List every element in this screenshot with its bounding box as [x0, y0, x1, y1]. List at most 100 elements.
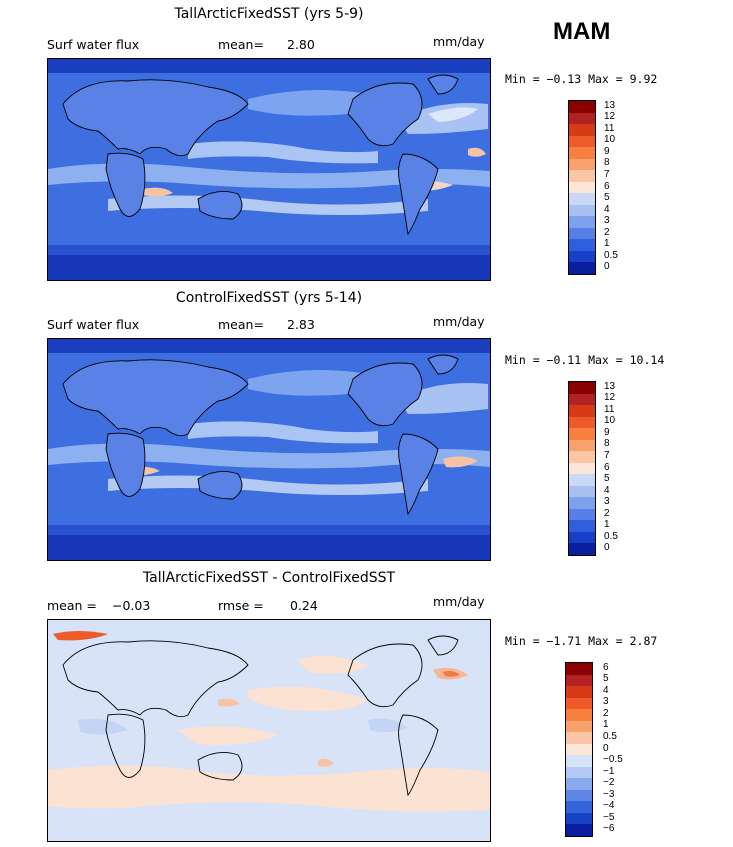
- colorbar-tick-label: 0.5: [604, 530, 618, 542]
- colorbar-swatch: [566, 789, 592, 802]
- panel3-map: [47, 619, 491, 842]
- colorbar-tick-label: 1: [604, 238, 610, 250]
- colorbar-swatch: [569, 239, 595, 251]
- colorbar-swatch: [569, 439, 595, 452]
- panel2-title: ControlFixedSST (yrs 5-14): [175, 290, 363, 306]
- colorbar-swatch: [566, 697, 592, 710]
- colorbar-swatch: [566, 709, 592, 721]
- colorbar-tick-label: 11: [604, 122, 615, 134]
- colorbar-swatch: [566, 766, 592, 779]
- colorbar-tick-label: 3: [604, 215, 610, 227]
- panel3-title: TallArcticFixedSST - ControlFixedSST: [142, 570, 396, 586]
- colorbar-swatch: [566, 824, 592, 836]
- colorbar-swatch: [569, 135, 595, 148]
- panel3-mean-label: mean =: [47, 598, 97, 613]
- colorbar-tick-label: 8: [604, 157, 610, 169]
- colorbar-swatch: [566, 674, 592, 687]
- colorbar-tick-label: 12: [604, 111, 616, 123]
- colorbar-tick-label: 10: [604, 134, 616, 146]
- colorbar-tick-label: 0.5: [604, 249, 618, 261]
- colorbar-tick-label: 9: [604, 145, 610, 157]
- colorbar-swatch: [569, 543, 595, 555]
- colorbar-swatch: [569, 147, 595, 159]
- colorbar-swatch: [569, 204, 595, 217]
- colorbar-tick-label: 2: [603, 707, 609, 719]
- colorbar-swatch: [566, 663, 592, 675]
- panel1-field-label: Surf water flux: [47, 37, 140, 52]
- colorbar-swatch: [569, 474, 595, 486]
- colorbar-swatch: [569, 227, 595, 240]
- colorbar-swatch: [566, 686, 592, 698]
- colorbar-swatch: [569, 193, 595, 205]
- panel1-colorbar: [568, 100, 596, 275]
- colorbar-swatch: [569, 170, 595, 182]
- colorbar-tick-label: 9: [604, 426, 610, 438]
- colorbar-swatch: [566, 755, 592, 767]
- panel3-mean-value: −0.03: [112, 598, 151, 613]
- colorbar-tick-label: 0: [603, 742, 609, 754]
- panel1-map: [47, 58, 491, 281]
- panel3-units: mm/day: [433, 594, 485, 609]
- panel2-colorbar-labels: 13 12 11 10 9 8 7 6 5 4 3 2 1 0.5 0: [604, 381, 634, 556]
- colorbar-tick-label: 4: [604, 484, 610, 496]
- panel1-colorbar-labels: 13 12 11 10 9 8 7 6 5 4 3 2 1 0.5 0: [604, 100, 634, 275]
- colorbar-tick-label: 1: [603, 719, 609, 731]
- panel3-rmse-value: 0.24: [290, 598, 318, 613]
- panel2-units: mm/day: [433, 314, 485, 329]
- colorbar-swatch: [569, 181, 595, 194]
- colorbar-swatch: [569, 250, 595, 263]
- panel3-minmax: Min = −1.71 Max = 2.87: [505, 634, 658, 648]
- colorbar-tick-label: −2: [603, 777, 615, 789]
- panel2-mean-label: mean=: [218, 317, 264, 332]
- colorbar-swatch: [569, 216, 595, 228]
- colorbar-tick-label: 2: [604, 507, 610, 519]
- colorbar-swatch: [569, 405, 595, 417]
- panel2-minmax: Min = −0.11 Max = 10.14: [505, 353, 665, 367]
- colorbar-swatch: [569, 101, 595, 113]
- colorbar-swatch: [569, 497, 595, 509]
- colorbar-swatch: [566, 732, 592, 744]
- colorbar-tick-label: 12: [604, 392, 616, 404]
- colorbar-tick-label: 6: [604, 461, 610, 473]
- colorbar-tick-label: 3: [604, 496, 610, 508]
- panel3-colorbar: [565, 662, 593, 837]
- colorbar-tick-label: 10: [604, 415, 616, 427]
- colorbar-swatch: [569, 462, 595, 475]
- colorbar-tick-label: 2: [604, 226, 610, 238]
- colorbar-tick-label: 5: [604, 192, 610, 204]
- panel1-units: mm/day: [433, 34, 485, 49]
- panel2-field-label: Surf water flux: [47, 317, 140, 332]
- season-label: MAM: [553, 18, 611, 45]
- panel1-title: TallArcticFixedSST (yrs 5-9): [174, 6, 364, 22]
- colorbar-tick-label: 8: [604, 438, 610, 450]
- colorbar-swatch: [569, 520, 595, 532]
- panel2-colorbar: [568, 381, 596, 556]
- colorbar-tick-label: 6: [603, 661, 609, 673]
- colorbar-swatch: [566, 778, 592, 790]
- colorbar-swatch: [566, 801, 592, 813]
- colorbar-tick-label: −6: [603, 823, 615, 835]
- colorbar-swatch: [566, 812, 592, 825]
- panel3-colorbar-labels: 6 5 4 3 2 1 0.5 0 −0.5 −1 −2 −3 −4 −5 −6: [603, 662, 637, 837]
- colorbar-tick-label: 3: [603, 696, 609, 708]
- colorbar-swatch: [566, 743, 592, 756]
- colorbar-tick-label: 0.5: [603, 730, 617, 742]
- colorbar-swatch: [569, 428, 595, 440]
- colorbar-tick-label: 11: [604, 403, 615, 415]
- colorbar-tick-label: 6: [604, 180, 610, 192]
- colorbar-tick-label: 0: [604, 261, 610, 273]
- colorbar-tick-label: 7: [604, 168, 610, 180]
- colorbar-tick-label: 7: [604, 449, 610, 461]
- colorbar-swatch: [569, 112, 595, 125]
- colorbar-tick-label: 0: [604, 542, 610, 554]
- colorbar-swatch: [569, 485, 595, 498]
- colorbar-tick-label: −1: [603, 765, 615, 777]
- colorbar-swatch: [569, 382, 595, 394]
- colorbar-tick-label: 5: [603, 673, 609, 685]
- panel2-map: [47, 338, 491, 561]
- panel2-mean-value: 2.83: [287, 317, 315, 332]
- colorbar-tick-label: 4: [603, 684, 609, 696]
- panel3-rmse-label: rmse =: [218, 598, 264, 613]
- colorbar-swatch: [569, 531, 595, 544]
- colorbar-tick-label: 13: [604, 99, 616, 111]
